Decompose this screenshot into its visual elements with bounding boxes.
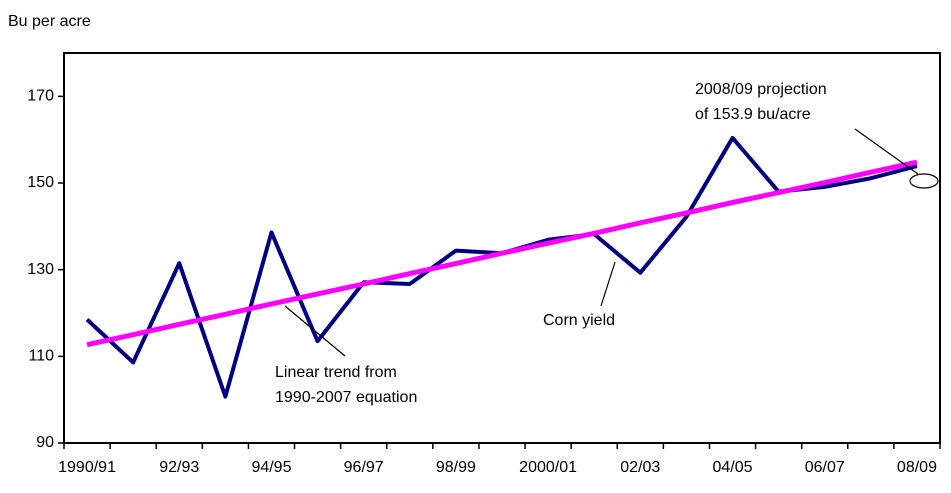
annotation: Corn yield [543,312,615,329]
x-tick-label: 02/03 [620,459,660,476]
x-tick-label: 1990/91 [58,459,116,476]
x-tick-label: 08/09 [897,459,937,476]
y-tick-label: 130 [27,261,54,278]
x-tick-label: 04/05 [713,459,753,476]
x-tick-label: 06/07 [805,459,845,476]
annotation: 2008/09 projection [695,81,827,98]
plot-frame [63,52,941,444]
x-tick-label: 2000/01 [519,459,577,476]
y-axis-label: Bu per acre [8,13,91,30]
series-line [86,159,918,348]
leader-line [284,305,346,357]
annotation: Linear trend from [275,364,397,381]
y-tick-label: 150 [27,174,54,191]
x-tick-label: 98/99 [436,459,476,476]
annotation: 1990-2007 equation [275,389,417,406]
series-line [85,135,918,399]
y-tick-label: 110 [28,348,54,365]
leader-line [600,261,616,307]
x-tick-label: 94/95 [251,459,291,476]
y-tick-label: 90 [36,434,54,451]
leader-line [854,128,919,175]
x-tick-label: 96/97 [344,459,384,476]
highlight-ellipse [909,173,939,189]
y-tick-label: 170 [27,88,54,105]
annotation: of 153.9 bu/acre [695,106,811,123]
x-tick-label: 92/93 [159,459,199,476]
